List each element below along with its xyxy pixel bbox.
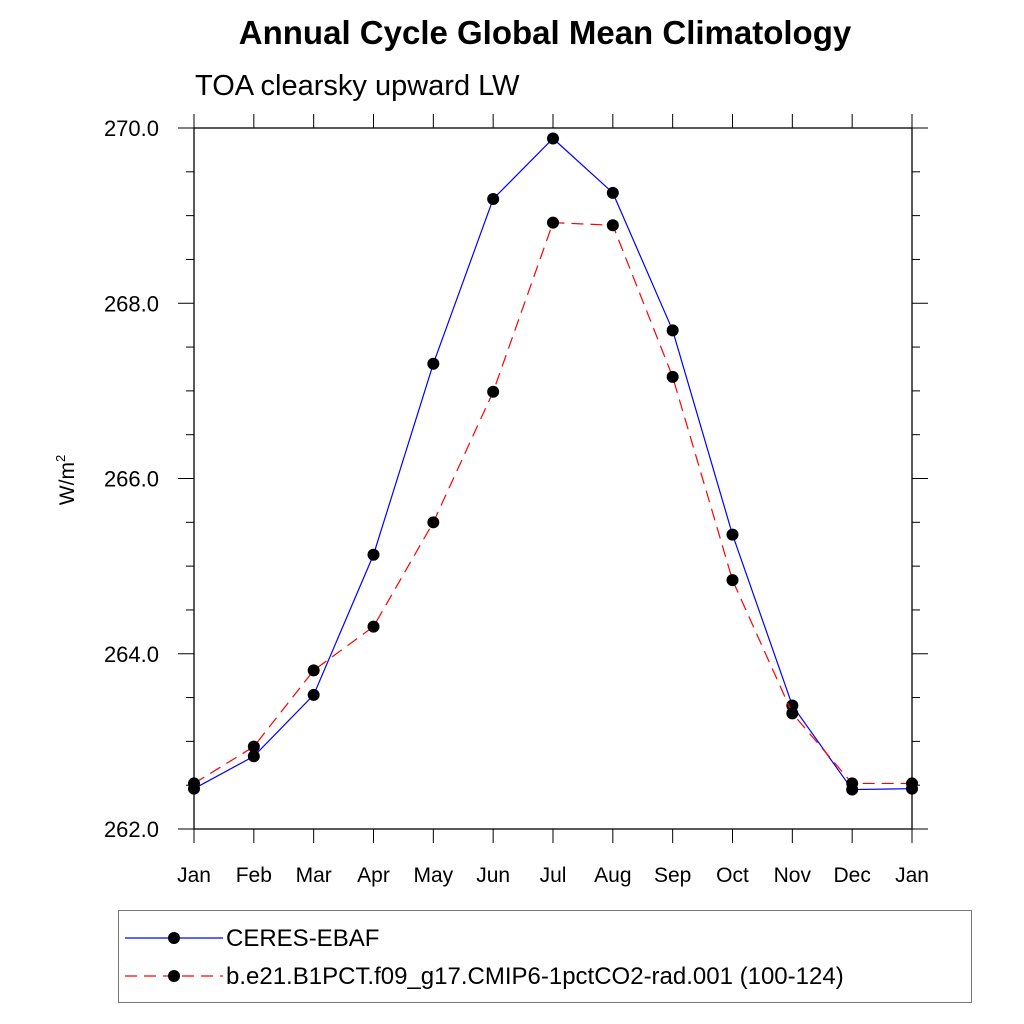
plot-frame <box>193 127 913 830</box>
y-axis-label-text: W/m <box>56 462 79 505</box>
data-point <box>247 750 260 763</box>
x-tick-label: Feb <box>236 864 272 887</box>
data-point <box>307 688 320 701</box>
y-tick-label: 262.0 <box>104 817 159 842</box>
x-tick-label: May <box>413 864 453 887</box>
x-tick-label: Oct <box>716 864 749 887</box>
legend-items: CERES-EBAF b.e21.B1PCT.f09_g17.CMIP6-1pct… <box>125 925 844 990</box>
data-point <box>547 216 559 229</box>
legend: CERES-EBAF b.e21.B1PCT.f09_g17.CMIP6-1pct… <box>118 910 972 1003</box>
data-point <box>487 385 500 398</box>
legend-entry-2: b.e21.B1PCT.f09_g17.CMIP6-1pctCO2-rad.00… <box>125 963 844 990</box>
y-tick-label: 266.0 <box>104 467 159 492</box>
series-2 <box>188 216 918 790</box>
x-tick-label: Jul <box>540 864 567 887</box>
chart-title: Annual Cycle Global Mean Climatology <box>238 14 852 51</box>
data-point <box>726 528 739 541</box>
data-point <box>906 777 918 790</box>
x-tick-label: Jan <box>177 864 211 887</box>
data-point <box>487 192 500 205</box>
data-point <box>247 740 260 753</box>
legend-label: CERES-EBAF <box>226 925 379 952</box>
series-1 <box>188 132 918 796</box>
data-point <box>367 548 380 561</box>
series-layer <box>188 132 918 796</box>
x-tick-label: Apr <box>357 864 390 887</box>
series-line <box>193 137 913 791</box>
x-tick-label: Jun <box>476 864 510 887</box>
data-point <box>666 370 679 383</box>
data-point <box>606 219 619 232</box>
series-line <box>193 222 912 785</box>
y-axis-label-sup: 2 <box>53 455 68 462</box>
data-point <box>666 324 679 337</box>
x-tick-label: Mar <box>296 864 332 887</box>
x-tick-label: Sep <box>654 864 691 887</box>
data-point <box>786 707 799 720</box>
y-tick-label: 270.0 <box>104 116 159 141</box>
x-tick-label: Dec <box>833 864 870 887</box>
legend-marker <box>168 932 180 944</box>
chart-subtitle: TOA clearsky upward LW <box>195 70 520 102</box>
data-point <box>846 777 859 790</box>
data-point <box>307 664 320 677</box>
data-point <box>547 132 559 145</box>
data-point <box>188 777 200 790</box>
y-axis-label: W/m2 <box>53 455 79 505</box>
data-point <box>427 516 440 529</box>
legend-label: b.e21.B1PCT.f09_g17.CMIP6-1pctCO2-rad.00… <box>226 963 844 990</box>
y-tick-label: 264.0 <box>104 642 159 667</box>
legend-marker <box>168 970 180 982</box>
y-tick-label: 268.0 <box>104 291 159 316</box>
data-point <box>367 620 380 633</box>
axes: Jan Feb Mar Apr May Jun Jul Aug Sep Oct Nov Dec Jan 2… <box>104 114 929 887</box>
x-tick-label: Jan <box>895 864 929 887</box>
data-point <box>427 357 440 370</box>
x-tick-label: Aug <box>594 864 631 887</box>
legend-entry-1: CERES-EBAF <box>125 925 379 952</box>
data-point <box>726 574 739 587</box>
x-tick-label: Nov <box>774 864 812 887</box>
data-point <box>606 186 619 199</box>
